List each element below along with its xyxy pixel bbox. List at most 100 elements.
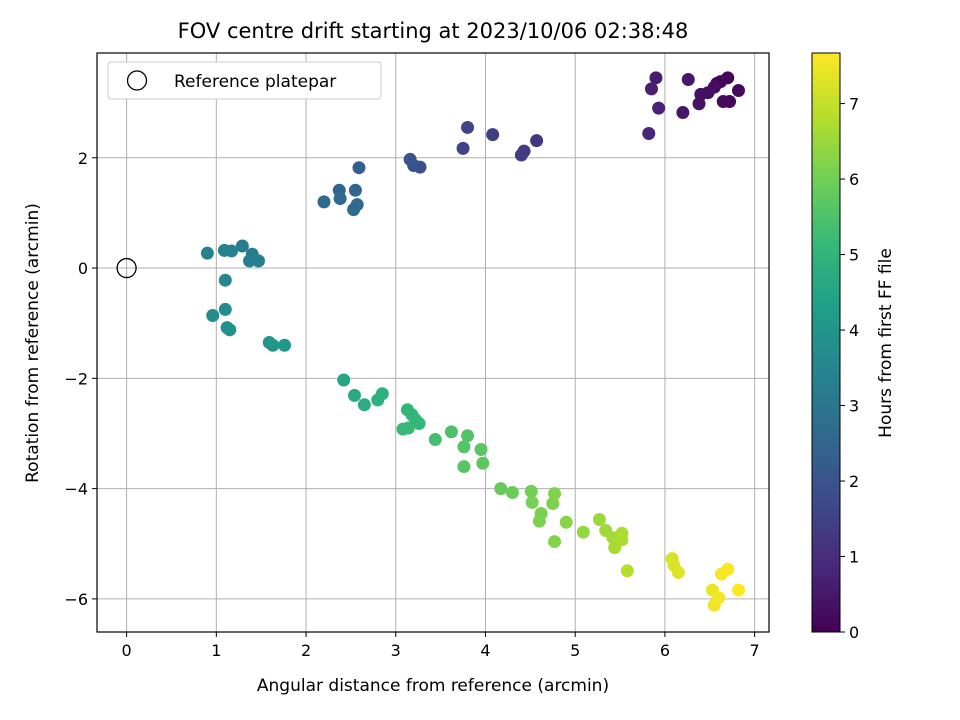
data-point xyxy=(559,515,573,529)
data-point xyxy=(548,535,562,549)
plot-area xyxy=(96,52,770,633)
colorbar-tick-label: 7 xyxy=(849,95,859,114)
data-point xyxy=(457,440,471,454)
x-axis-ticks: 0 1 2 3 4 5 6 7 xyxy=(122,632,760,660)
data-point xyxy=(461,429,475,443)
data-point xyxy=(530,134,544,148)
data-point xyxy=(716,95,730,109)
data-point xyxy=(266,338,280,352)
data-point xyxy=(461,120,475,134)
colorbar-tick-label: 0 xyxy=(849,623,859,642)
data-point xyxy=(401,421,415,435)
data-point xyxy=(525,495,539,509)
x-tick-label: 7 xyxy=(750,641,760,660)
data-point xyxy=(692,97,706,111)
data-point xyxy=(676,106,690,120)
data-point xyxy=(251,254,265,268)
grid xyxy=(97,53,769,632)
data-point xyxy=(278,338,292,352)
data-point xyxy=(235,239,249,253)
data-point xyxy=(412,417,426,431)
x-tick-label: 3 xyxy=(391,641,401,660)
data-point xyxy=(347,203,361,217)
data-point xyxy=(576,525,590,539)
data-point xyxy=(615,533,629,547)
data-point xyxy=(731,83,745,97)
x-tick-label: 5 xyxy=(570,641,580,660)
data-point xyxy=(548,487,562,501)
x-tick-label: 4 xyxy=(480,641,490,660)
y-axis-ticks: −6 −4 −2 0 2 xyxy=(64,149,97,609)
colorbar-tick-label: 5 xyxy=(849,246,859,265)
data-points xyxy=(200,71,745,612)
legend: Reference platepar xyxy=(107,61,382,100)
data-point xyxy=(474,442,488,456)
data-point xyxy=(357,398,371,412)
data-point xyxy=(375,387,389,401)
x-tick-label: 2 xyxy=(301,641,311,660)
colorbar-ticks: 0 1 2 3 4 5 6 7 xyxy=(840,95,859,642)
data-point xyxy=(352,161,366,175)
data-point xyxy=(347,388,361,402)
data-point xyxy=(317,195,331,209)
x-tick-label: 0 xyxy=(122,641,132,660)
y-tick-label: −4 xyxy=(64,480,88,499)
data-point xyxy=(223,323,237,337)
data-point xyxy=(444,425,458,439)
data-point xyxy=(681,72,695,86)
legend-marker-reference xyxy=(126,70,148,91)
legend-box xyxy=(107,61,382,100)
colorbar-tick-label: 6 xyxy=(849,170,859,189)
y-tick-label: −2 xyxy=(64,369,88,388)
data-point xyxy=(457,460,471,474)
x-tick-label: 1 xyxy=(211,641,221,660)
data-point xyxy=(494,482,508,496)
data-point xyxy=(403,152,417,166)
data-point xyxy=(333,192,347,206)
data-point xyxy=(200,246,214,260)
colorbar-tick-label: 1 xyxy=(849,548,859,567)
colorbar-label: Hours from first FF file xyxy=(876,248,896,438)
y-tick-label: 2 xyxy=(78,149,88,168)
y-axis-label: Rotation from reference (arcmin) xyxy=(23,203,43,483)
data-point xyxy=(592,513,606,527)
data-point xyxy=(546,497,560,511)
colorbar: 0 1 2 3 4 5 6 7 Hours from first FF file xyxy=(811,52,896,642)
data-point xyxy=(524,484,538,498)
data-point xyxy=(712,591,726,605)
data-point xyxy=(644,82,658,96)
colorbar-gradient xyxy=(811,52,841,633)
data-point xyxy=(721,562,735,576)
data-point xyxy=(218,273,232,287)
data-point xyxy=(217,243,231,257)
data-point xyxy=(337,373,351,387)
data-point xyxy=(721,71,735,85)
data-point xyxy=(456,141,470,155)
reference-platepar-marker xyxy=(116,257,137,279)
data-point xyxy=(514,148,528,162)
colorbar-tick-label: 4 xyxy=(849,321,859,340)
data-point xyxy=(652,101,666,115)
data-point xyxy=(731,583,745,597)
data-point xyxy=(218,302,232,316)
data-point xyxy=(476,456,490,470)
data-point xyxy=(243,254,257,268)
x-axis-label: Angular distance from reference (arcmin) xyxy=(257,676,609,696)
data-point xyxy=(671,565,685,579)
x-tick-label: 6 xyxy=(660,641,670,660)
data-point xyxy=(428,433,442,447)
legend-entry-reference: Reference platepar xyxy=(174,72,336,92)
data-point xyxy=(505,485,519,499)
data-point xyxy=(620,564,634,578)
data-point xyxy=(348,183,362,197)
data-point xyxy=(532,514,546,528)
colorbar-tick-label: 2 xyxy=(849,472,859,491)
data-point xyxy=(642,127,656,141)
chart-title: FOV centre drift starting at 2023/10/06 … xyxy=(178,19,689,43)
y-tick-label: 0 xyxy=(78,259,88,278)
colorbar-tick-label: 3 xyxy=(849,397,859,416)
data-point xyxy=(486,128,500,142)
data-point xyxy=(649,71,663,85)
data-point xyxy=(206,308,220,322)
